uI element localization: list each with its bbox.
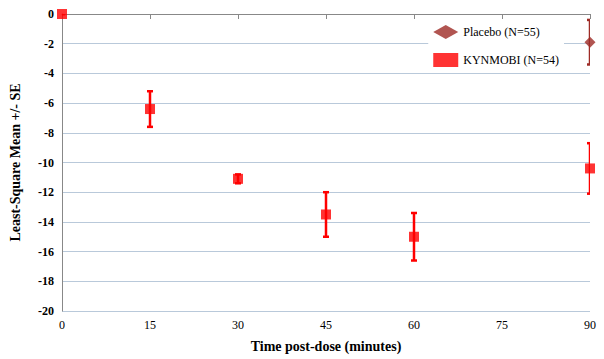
svg-text:30: 30 bbox=[232, 318, 244, 332]
svg-text:-20: -20 bbox=[38, 304, 54, 318]
svg-text:45: 45 bbox=[320, 318, 332, 332]
svg-text:-8: -8 bbox=[44, 126, 54, 140]
svg-text:-6: -6 bbox=[44, 96, 54, 110]
svg-text:90: 90 bbox=[584, 318, 596, 332]
svg-text:0: 0 bbox=[48, 7, 54, 21]
svg-text:60: 60 bbox=[408, 318, 420, 332]
svg-text:Least-Square Mean +/- SE: Least-Square Mean +/- SE bbox=[8, 83, 23, 241]
svg-text:0: 0 bbox=[59, 318, 65, 332]
svg-text:-16: -16 bbox=[38, 245, 54, 259]
svg-text:15: 15 bbox=[144, 318, 156, 332]
svg-text:75: 75 bbox=[496, 318, 508, 332]
svg-text:Placebo (N=55): Placebo (N=55) bbox=[463, 25, 539, 39]
svg-text:-4: -4 bbox=[44, 66, 54, 80]
svg-text:-12: -12 bbox=[38, 185, 54, 199]
svg-text:-2: -2 bbox=[44, 37, 54, 51]
svg-text:Time post-dose (minutes): Time post-dose (minutes) bbox=[251, 339, 402, 355]
svg-text:-10: -10 bbox=[38, 156, 54, 170]
svg-text:KYNMOBI (N=54): KYNMOBI (N=54) bbox=[463, 53, 559, 67]
svg-text:-18: -18 bbox=[38, 274, 54, 288]
svg-text:-14: -14 bbox=[38, 215, 54, 229]
